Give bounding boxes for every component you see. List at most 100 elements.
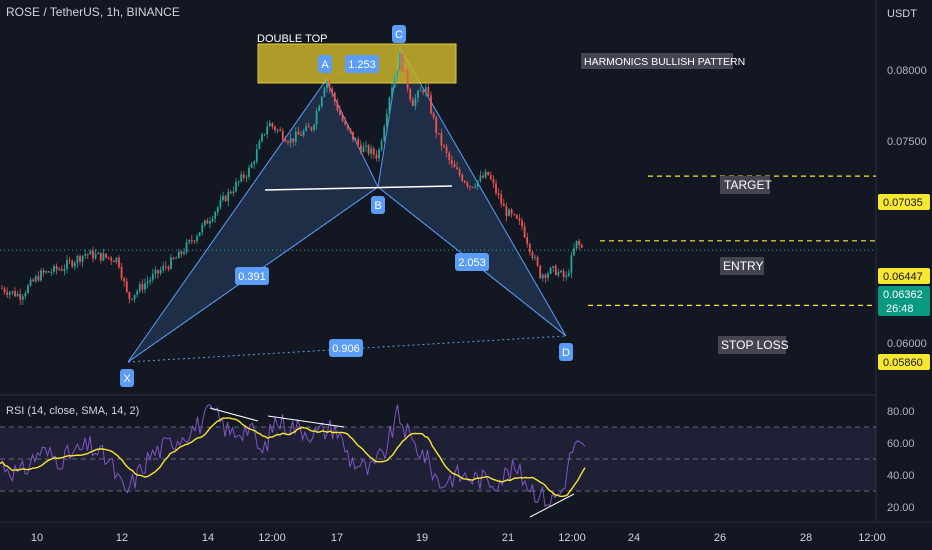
candle-body [105,253,107,258]
candle-body [258,141,261,150]
candle-body [417,90,419,99]
candle-body [63,268,66,271]
candle-body [175,258,178,259]
candle-body [107,257,110,259]
candle-body [53,265,55,273]
candle-body [266,126,269,135]
candle-body [521,220,523,227]
candle-body [203,220,206,226]
time-tick-label: 10 [31,532,43,544]
candle-body [443,145,445,147]
candle-body [385,113,388,127]
candle-body [248,167,250,177]
candle-body [432,113,435,118]
entry-price-badge [878,268,930,284]
candle-body [346,124,349,129]
candle-body [300,134,302,136]
candle-body [302,130,305,136]
axes: 0.08000 0.07500 0.06000 80.00 60.00 40.00 20.0… [31,65,927,544]
rsi-ma-line [0,417,586,497]
candle-body [547,273,549,278]
candle-body [84,254,87,256]
time-tick-label: 28 [800,532,812,544]
point-label-a: A [321,59,329,71]
candle-body [263,134,266,135]
candle-body [24,292,27,297]
pattern-xd-dotted [127,335,567,363]
candle-body [365,145,367,147]
candle-body [149,279,152,282]
candle-body [154,269,157,274]
candle-body [42,270,45,273]
candle-body [131,298,133,300]
candle-body [502,203,505,207]
candle-body [552,266,555,268]
point-badge-d [559,343,573,361]
point-badge-b [371,196,385,214]
candle-body [398,53,401,71]
candle-body [209,221,211,224]
candle-body [453,163,456,168]
candle-body [50,272,53,273]
entry-price-text: 0.06447 [883,271,923,283]
candle-body [573,248,575,256]
candle-body [378,149,380,159]
stop-price-text: 0.05860 [883,357,923,369]
candle-body [118,257,120,268]
candle-body [219,200,222,208]
candle-body [554,266,557,276]
candle-body [357,138,360,145]
candle-body [125,281,128,292]
candle-body [47,271,50,273]
candle-body [430,95,432,114]
candle-body [404,70,406,72]
candle-body [8,292,11,295]
candle-body [224,196,227,202]
candle-body [396,70,399,77]
candle-body [89,250,92,255]
candle-body [73,262,76,267]
candle-body [352,131,354,140]
candle-body [201,225,204,233]
rsi-tick-label: 40.00 [887,470,915,482]
candle-body [435,117,438,134]
candle-body [172,257,175,259]
candle-body [102,253,105,261]
candle-body [21,296,24,300]
candle-body [60,269,63,271]
candle-body [440,133,443,146]
candle-body [196,236,198,242]
candle-body [531,252,534,258]
candle-body [328,82,331,89]
candle-body [136,291,139,295]
candle-body [471,187,474,188]
candle-body [541,274,544,279]
candle-body [268,123,271,127]
candle-body [518,218,521,221]
candle-body [383,126,386,141]
candle-body [515,214,518,219]
candle-body [445,146,448,153]
candle-body [79,256,81,262]
ratio-label: 1.253 [348,59,376,71]
candle-body [466,182,469,187]
candle-body [245,176,248,178]
candle-body [274,126,276,131]
candle-body [151,273,154,280]
candle-body [523,226,526,238]
candle-body [313,124,315,131]
candle-body [489,175,492,180]
current-price-text: 0.06362 [883,289,923,301]
candle-body [162,266,165,271]
rsi-lines [0,404,586,518]
time-tick-label: 12 [116,532,128,544]
candle-body [157,269,159,274]
candle-body [539,265,542,279]
time-tick-label: 17 [331,532,343,544]
candle-body [474,186,477,188]
neckline [264,185,453,191]
candle-body [229,191,232,194]
candle-body [305,126,308,131]
candle-body [97,252,100,254]
candle-body [86,254,89,255]
